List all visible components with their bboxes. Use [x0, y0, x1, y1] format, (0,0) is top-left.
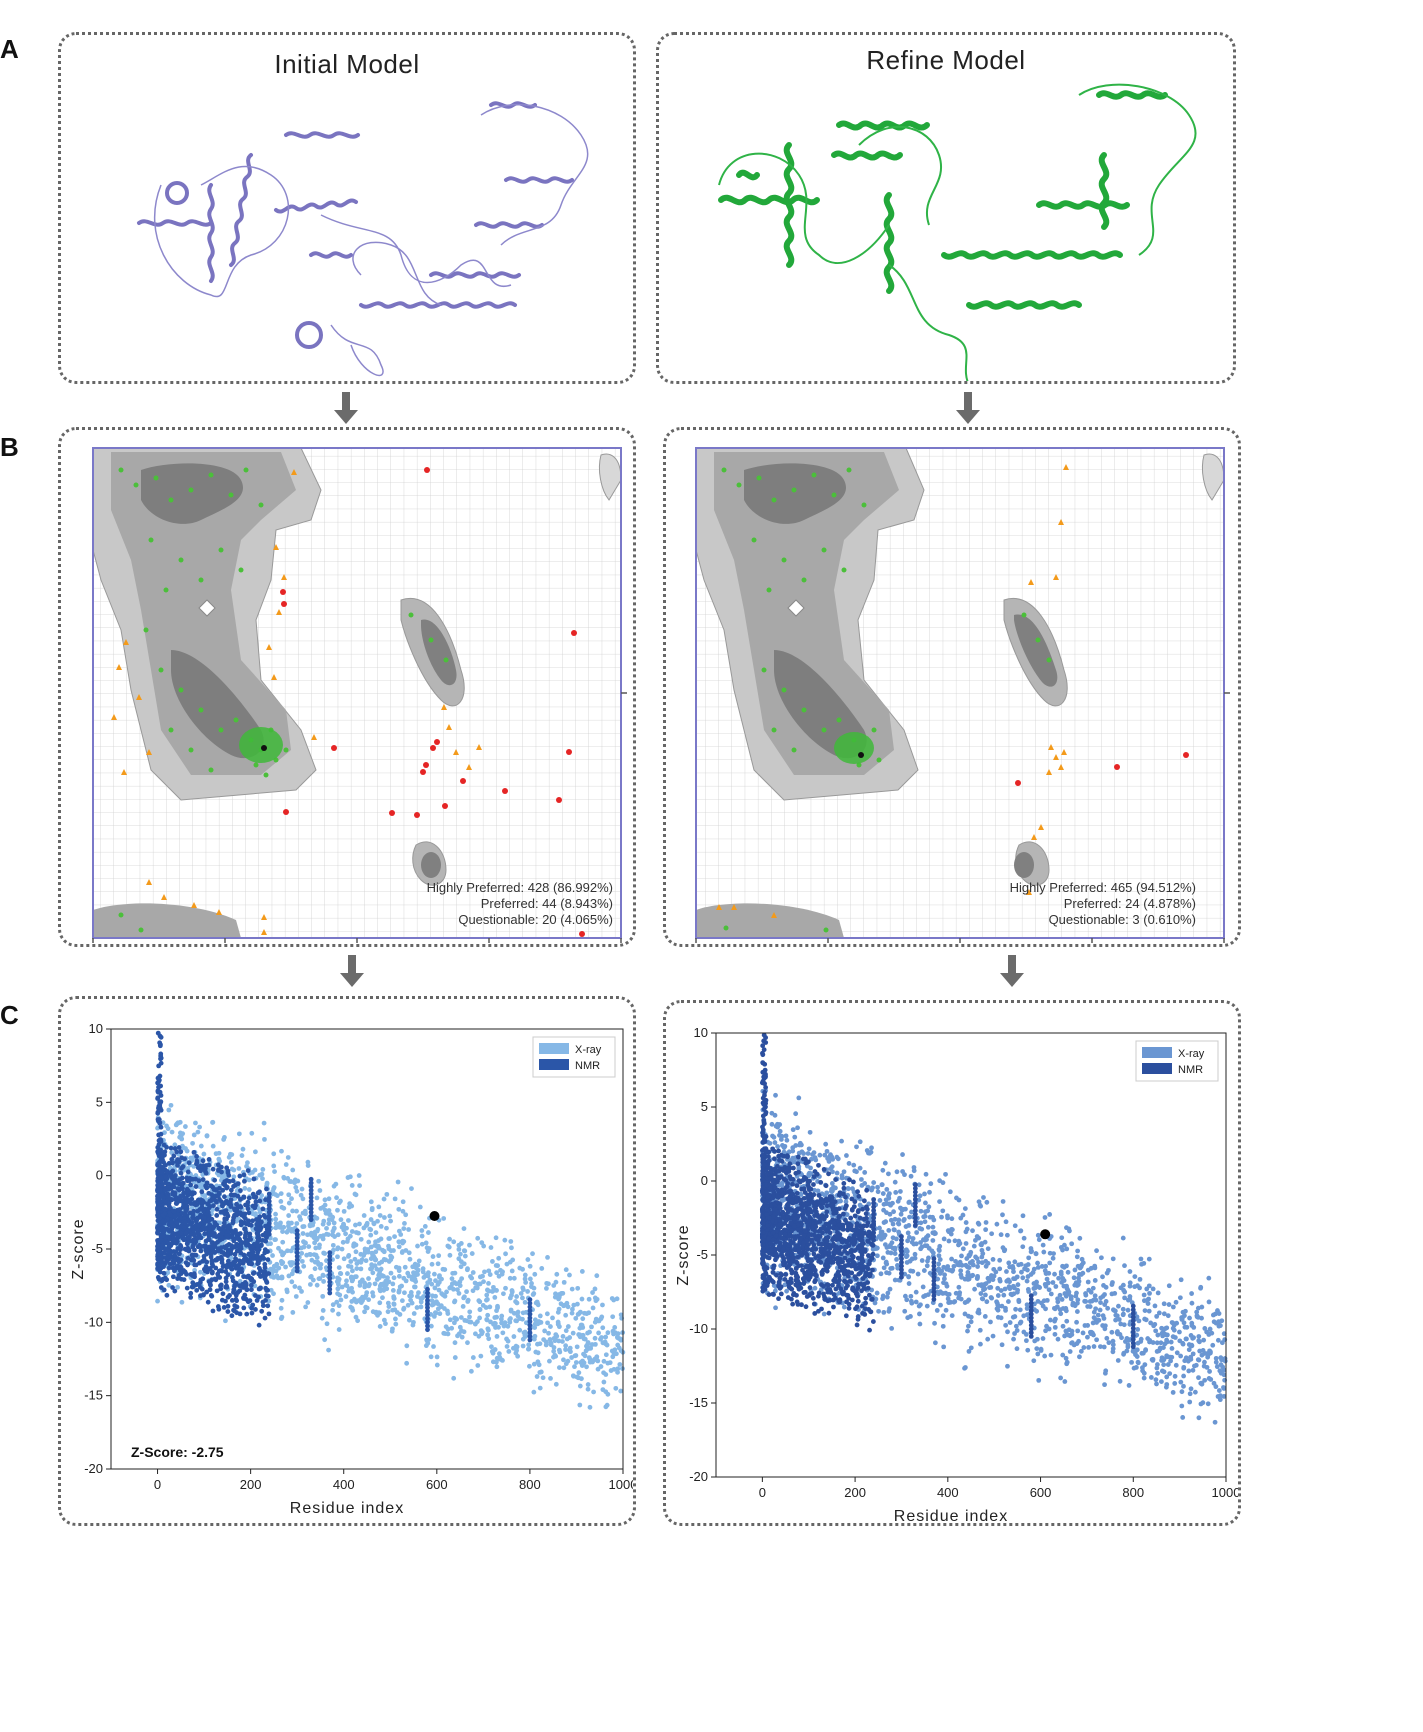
panel-label-a: A — [0, 34, 19, 64]
down-arrow-icon — [1000, 955, 1024, 987]
initial-zscore-chart: 0 200 400 600 800 1000 10 5 0 -5 -10 -15 -20 Residue … — [70, 1021, 633, 1517]
x-tick-label: 400 — [937, 1485, 959, 1500]
down-arrow-icon — [334, 392, 358, 424]
y-tick-label: 10 — [89, 1021, 103, 1036]
y-tick-label: 5 — [96, 1094, 103, 1109]
x-tick-label: 0 — [154, 1477, 161, 1492]
y-tick-label: -15 — [689, 1395, 708, 1410]
y-tick-label: -10 — [689, 1321, 708, 1336]
legend-swatch — [539, 1043, 569, 1054]
initial-ramachandran-panel: Highly Preferred: 428 (86.992%) Preferre… — [58, 427, 636, 947]
down-arrow-icon — [340, 955, 364, 987]
legend-label: NMR — [575, 1060, 600, 1072]
initial-questionable: Questionable: 20 (4.065%) — [458, 912, 613, 927]
y-axis-label: Z-score — [675, 1224, 692, 1285]
legend-label: X-ray — [1178, 1048, 1205, 1060]
y-tick-label: 0 — [701, 1173, 708, 1188]
initial-model-title: Initial Model — [274, 49, 420, 79]
x-tick-label: 800 — [519, 1477, 541, 1492]
y-tick-label: -5 — [91, 1241, 103, 1256]
x-tick-label: 0 — [759, 1485, 766, 1500]
y-tick-label: 0 — [96, 1168, 103, 1183]
initial-zscore-panel: 0 200 400 600 800 1000 10 5 0 -5 -10 -15 -20 Residue … — [58, 996, 636, 1526]
legend-label: NMR — [1178, 1064, 1203, 1076]
legend-label: X-ray — [575, 1044, 602, 1056]
refine-highly-preferred: Highly Preferred: 465 (94.512%) — [1010, 880, 1196, 895]
legend-swatch — [1142, 1047, 1172, 1058]
y-tick-label: -20 — [689, 1469, 708, 1484]
x-axis-label: Residue index — [894, 1508, 1008, 1523]
y-tick-label: -5 — [696, 1247, 708, 1262]
nmr-points — [759, 1032, 1136, 1350]
x-tick-label: 400 — [333, 1477, 355, 1492]
legend-swatch — [1142, 1063, 1172, 1074]
panel-label-c: C — [0, 1000, 19, 1030]
refine-zscore-panel: 0 200 400 600 800 1000 10 5 0 -5 -10 -15 -20 Residue … — [663, 1000, 1241, 1526]
initial-highly-preferred: Highly Preferred: 428 (86.992%) — [427, 880, 613, 895]
initial-model-panel: Initial Model — [58, 32, 636, 384]
y-tick-label: -15 — [84, 1388, 103, 1403]
initial-preferred: Preferred: 44 (8.943%) — [481, 896, 613, 911]
refine-ramachandran-plot: Highly Preferred: 465 (94.512%) Preferre… — [695, 447, 1230, 943]
x-tick-label: 600 — [426, 1477, 448, 1492]
model-point — [1040, 1229, 1051, 1240]
x-tick-label: 200 — [240, 1477, 262, 1492]
refine-preferred: Preferred: 24 (4.878%) — [1064, 896, 1196, 911]
refine-zscore-chart: 0 200 400 600 800 1000 10 5 0 -5 -10 -15 -20 Residue … — [675, 1025, 1238, 1523]
initial-model-structure — [137, 101, 589, 376]
refine-ramachandran-panel: Highly Preferred: 465 (94.512%) Preferre… — [663, 427, 1241, 947]
refine-model-panel: Refine Model — [656, 32, 1236, 384]
nmr-points — [155, 1030, 533, 1343]
model-point — [429, 1211, 440, 1221]
panel-label-b: B — [0, 432, 19, 462]
down-arrow-icon — [956, 392, 980, 424]
refine-model-structure — [718, 83, 1197, 381]
initial-ramachandran-plot: Highly Preferred: 428 (86.992%) Preferre… — [92, 447, 627, 943]
refine-questionable: Questionable: 3 (0.610%) — [1049, 912, 1196, 927]
y-tick-label: -10 — [84, 1314, 103, 1329]
y-tick-label: 5 — [701, 1099, 708, 1114]
x-tick-label: 800 — [1122, 1485, 1144, 1500]
x-axis-label: Residue index — [290, 1500, 404, 1517]
x-tick-label: 1000 — [1212, 1485, 1238, 1500]
refine-model-title: Refine Model — [866, 45, 1026, 75]
x-tick-label: 200 — [844, 1485, 866, 1500]
zscore-annotation: Z-Score: -2.75 — [131, 1444, 224, 1460]
legend-swatch — [539, 1059, 569, 1070]
y-axis-label: Z-score — [70, 1218, 87, 1279]
y-tick-label: -20 — [84, 1461, 103, 1476]
x-tick-label: 1000 — [609, 1477, 633, 1492]
y-tick-label: 10 — [694, 1025, 708, 1040]
x-tick-label: 600 — [1030, 1485, 1052, 1500]
